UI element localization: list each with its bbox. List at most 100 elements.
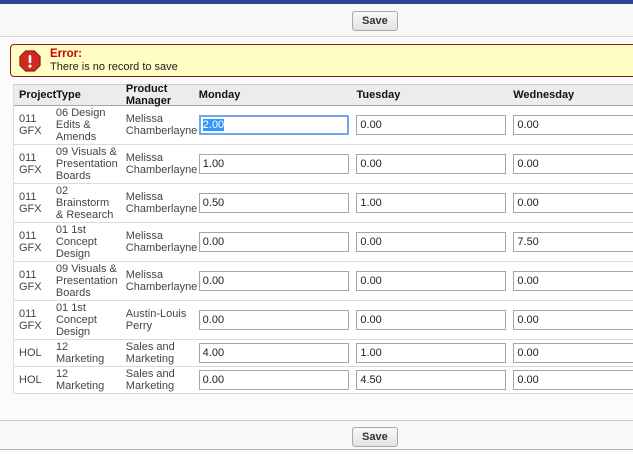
type-cell: 06 Design Edits & Amends — [51, 107, 121, 143]
table-row: 011 GFX 09 Visuals & Presentation Boards… — [14, 145, 633, 184]
tuesday-cell — [351, 343, 508, 363]
error-message-box: Error: There is no record to save — [10, 44, 633, 77]
monday-input[interactable] — [198, 370, 349, 390]
type-value: 12 Marketing — [55, 341, 105, 365]
tuesday-input[interactable] — [356, 193, 507, 213]
monday-input[interactable] — [198, 343, 349, 363]
tuesday-cell — [351, 193, 508, 213]
save-button-bottom[interactable]: Save — [352, 427, 398, 447]
monday-input[interactable]: 2.00 — [198, 115, 349, 135]
project-value: 011 GFX — [19, 113, 42, 137]
project-value: HOL — [19, 347, 42, 359]
type-value: 09 Visuals & Presentation Boards — [55, 263, 118, 299]
wednesday-input[interactable] — [513, 232, 633, 252]
wednesday-cell — [508, 115, 633, 135]
product-manager-value: Melissa Chamberlayne — [125, 269, 198, 293]
product-manager-cell: Austin-Louis Perry — [121, 308, 194, 332]
type-cell: 12 Marketing — [51, 368, 121, 392]
table-row: 011 GFX 01 1st Concept Design Austin-Lou… — [14, 301, 633, 340]
type-cell: 01 1st Concept Design — [51, 302, 121, 338]
wednesday-input[interactable] — [513, 154, 633, 174]
wednesday-cell — [508, 193, 633, 213]
type-cell: 12 Marketing — [51, 341, 121, 365]
type-value: 02 Brainstorm & Research — [55, 185, 114, 221]
monday-cell — [194, 343, 352, 363]
monday-cell — [194, 370, 352, 390]
type-value: 01 1st Concept Design — [55, 224, 97, 260]
product-manager-value: Sales and Marketing — [125, 368, 175, 392]
type-value: 01 1st Concept Design — [55, 302, 97, 338]
header-project: Project — [19, 89, 57, 101]
project-cell: 011 GFX — [14, 269, 51, 293]
wednesday-cell — [508, 310, 633, 330]
table-row: HOL 12 Marketing Sales and Marketing — [14, 340, 633, 367]
header-tuesday: Tuesday — [356, 89, 401, 101]
wednesday-cell — [508, 232, 633, 252]
table-row: 011 GFX 06 Design Edits & Amends Melissa… — [14, 106, 633, 145]
monday-cell: 2.00 — [194, 115, 352, 135]
tuesday-input[interactable] — [356, 271, 507, 291]
table-row: HOL 12 Marketing Sales and Marketing — [14, 367, 633, 394]
project-cell: 011 GFX — [14, 152, 51, 176]
tuesday-input[interactable] — [356, 115, 507, 135]
product-manager-cell: Sales and Marketing — [121, 368, 194, 392]
monday-input[interactable] — [198, 193, 349, 213]
save-button-top[interactable]: Save — [352, 11, 398, 31]
wednesday-input[interactable] — [513, 370, 633, 390]
header-monday: Monday — [198, 89, 241, 101]
tuesday-cell — [351, 154, 508, 174]
monday-input[interactable] — [198, 232, 349, 252]
error-text: Error: There is no record to save — [50, 48, 178, 73]
product-manager-value: Sales and Marketing — [125, 341, 175, 365]
table-header-row: Project Type Product Manager Monday Tues… — [14, 83, 633, 107]
project-cell: 011 GFX — [14, 191, 51, 215]
monday-cell — [194, 271, 352, 291]
wednesday-cell — [508, 343, 633, 363]
bottom-toolbar: Save — [0, 420, 633, 450]
wednesday-input[interactable] — [513, 115, 633, 135]
project-value: 011 GFX — [19, 230, 42, 254]
type-value: 06 Design Edits & Amends — [55, 107, 106, 143]
wednesday-input[interactable] — [513, 193, 633, 213]
type-cell: 09 Visuals & Presentation Boards — [51, 146, 121, 182]
project-value: HOL — [19, 374, 42, 386]
product-manager-value: Melissa Chamberlayne — [125, 152, 198, 176]
tuesday-input[interactable] — [356, 370, 507, 390]
tuesday-input[interactable] — [356, 343, 507, 363]
header-product-manager: Product Manager — [125, 83, 172, 107]
table-row: 011 GFX 02 Brainstorm & Research Melissa… — [14, 184, 633, 223]
error-message: There is no record to save — [50, 61, 178, 73]
wednesday-input[interactable] — [513, 271, 633, 291]
tuesday-input[interactable] — [356, 232, 507, 252]
top-toolbar: Save — [0, 4, 633, 37]
table-row: 011 GFX 09 Visuals & Presentation Boards… — [14, 262, 633, 301]
table-row: 011 GFX 01 1st Concept Design Melissa Ch… — [14, 223, 633, 262]
tuesday-input[interactable] — [356, 154, 507, 174]
product-manager-value: Melissa Chamberlayne — [125, 230, 198, 254]
project-cell: HOL — [14, 347, 51, 359]
monday-input[interactable] — [198, 310, 349, 330]
monday-cell — [194, 232, 352, 252]
header-type: Type — [56, 89, 81, 101]
product-manager-cell: Sales and Marketing — [121, 341, 194, 365]
wednesday-input[interactable] — [513, 310, 633, 330]
product-manager-cell: Melissa Chamberlayne — [121, 191, 198, 215]
tuesday-cell — [351, 115, 508, 135]
product-manager-cell: Melissa Chamberlayne — [121, 230, 198, 254]
project-cell: 011 GFX — [14, 230, 51, 254]
wednesday-cell — [508, 370, 633, 390]
tuesday-cell — [351, 271, 508, 291]
product-manager-cell: Melissa Chamberlayne — [121, 152, 198, 176]
monday-cell — [194, 310, 352, 330]
project-cell: 011 GFX — [14, 308, 51, 332]
tuesday-input[interactable] — [356, 310, 507, 330]
product-manager-cell: Melissa Chamberlayne — [121, 269, 198, 293]
wednesday-input[interactable] — [513, 343, 633, 363]
tuesday-cell — [351, 232, 508, 252]
wednesday-cell — [508, 154, 633, 174]
monday-input[interactable] — [198, 271, 349, 291]
monday-input[interactable] — [198, 154, 349, 174]
project-cell: HOL — [14, 374, 51, 386]
header-wednesday: Wednesday — [513, 89, 575, 101]
type-cell: 01 1st Concept Design — [51, 224, 121, 260]
